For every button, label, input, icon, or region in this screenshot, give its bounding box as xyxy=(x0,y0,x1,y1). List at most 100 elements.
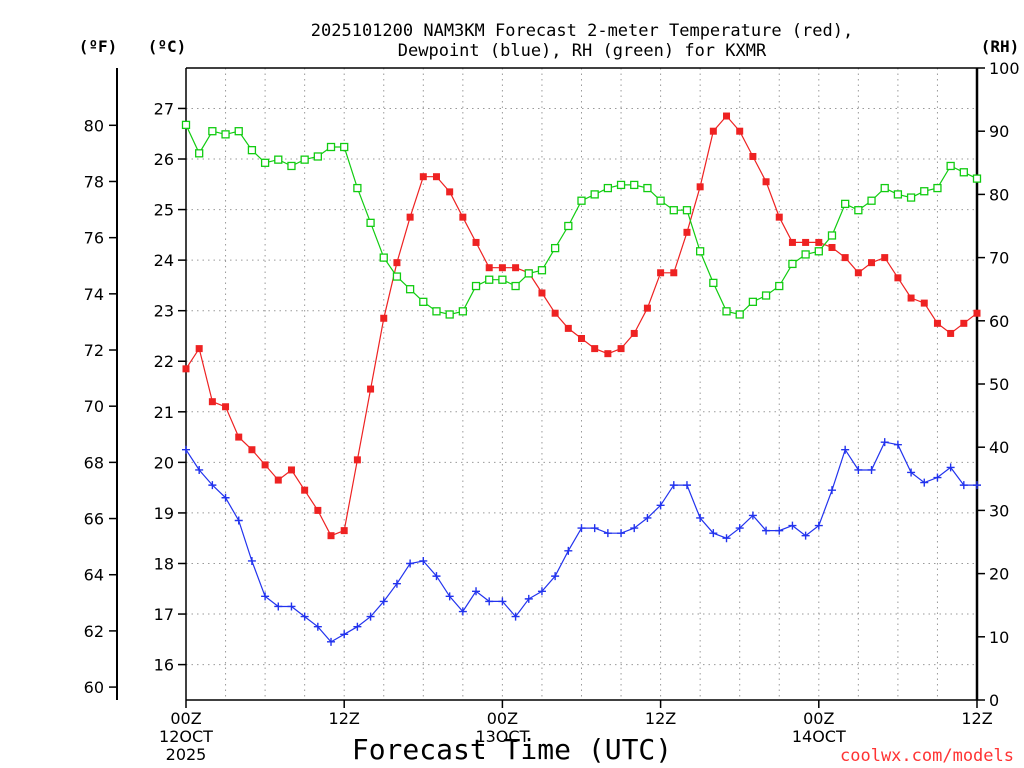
temperature-point xyxy=(498,264,506,272)
celsius-tick-label: 24 xyxy=(154,251,174,270)
rh-point xyxy=(313,152,322,161)
rh-point xyxy=(379,253,388,262)
dewpoint-point xyxy=(485,597,494,606)
chart-title-line2: Dewpoint (blue), RH (green) for KXMR xyxy=(398,41,767,61)
dewpoint-point xyxy=(472,587,481,596)
dewpoint-point xyxy=(827,486,836,495)
temperature-point xyxy=(222,403,230,411)
rh-point xyxy=(287,161,296,171)
dewpoint-point xyxy=(458,607,467,616)
rh-point xyxy=(788,259,797,269)
temperature-point xyxy=(419,173,427,181)
dewpoint-point xyxy=(617,529,626,538)
temperature-point xyxy=(894,274,902,282)
dewpoint-point xyxy=(946,463,955,472)
x-tick-label: 00Z xyxy=(170,709,201,728)
temperature-point xyxy=(485,264,493,272)
temperature-point xyxy=(340,527,348,535)
temperature-point xyxy=(208,398,216,406)
fahrenheit-tick-label: 70 xyxy=(84,397,104,416)
celsius-tick-label: 26 xyxy=(154,150,174,169)
x-tick-label: 00Z xyxy=(487,709,518,728)
celsius-tick-label: 17 xyxy=(154,605,174,624)
rh-tick-label: 20 xyxy=(989,565,1009,584)
rh-point xyxy=(353,183,362,193)
chart-title-line1: 2025101200 NAM3KM Forecast 2-meter Tempe… xyxy=(311,21,853,41)
dewpoint-point xyxy=(814,521,823,530)
dewpoint-point xyxy=(735,524,744,533)
rh-point xyxy=(722,307,731,316)
temperature-point xyxy=(933,319,941,327)
temperature-point xyxy=(314,506,322,514)
temperature-point xyxy=(973,309,981,317)
temperature-point xyxy=(248,446,256,454)
rh-tick-label: 100 xyxy=(989,59,1020,78)
rh-point xyxy=(392,272,402,281)
rh-point xyxy=(854,206,863,215)
dewpoint-point xyxy=(524,594,533,603)
temperature-point xyxy=(736,127,744,135)
dewpoint-point xyxy=(498,597,507,606)
rh-point xyxy=(274,155,283,164)
celsius-tick-label: 18 xyxy=(154,554,174,573)
dewpoint-point xyxy=(353,622,362,631)
dewpoint-point xyxy=(907,468,916,477)
temperature-point xyxy=(380,314,388,322)
temperature-point xyxy=(723,112,731,120)
temperature-point xyxy=(762,178,770,186)
rh-point xyxy=(696,247,705,256)
dewpoint-point xyxy=(551,572,560,581)
rh-point xyxy=(880,183,889,193)
x-tick-label: 00Z xyxy=(803,709,834,728)
temperature-point xyxy=(854,269,862,277)
dewpoint-point xyxy=(327,637,336,646)
rh-point xyxy=(564,221,573,231)
dewpoint-point xyxy=(300,612,309,621)
rh-point xyxy=(827,231,837,240)
temperature-point xyxy=(670,269,678,277)
temperature-point xyxy=(261,461,269,469)
temperature-point xyxy=(881,254,889,262)
dewpoint-point xyxy=(366,612,375,621)
temperature-point xyxy=(907,294,915,302)
temperature-point xyxy=(195,345,203,353)
rh-point xyxy=(432,307,441,316)
rh-tick-label: 40 xyxy=(989,438,1009,457)
rh-point xyxy=(603,183,613,193)
rh-point xyxy=(630,180,639,190)
rh-point xyxy=(524,269,533,278)
rh-point xyxy=(471,281,481,291)
rh-point xyxy=(234,127,243,136)
celsius-tick-label: 27 xyxy=(154,99,174,118)
dewpoint-point xyxy=(234,516,243,525)
rh-point xyxy=(643,183,652,193)
x-tick-label: 12Z xyxy=(645,709,676,728)
temperature-point xyxy=(459,213,467,221)
temperature-point xyxy=(775,213,783,221)
rh-point xyxy=(221,130,230,139)
rh-point xyxy=(801,250,810,259)
temperature-point xyxy=(327,532,335,540)
dewpoint-point xyxy=(406,559,415,568)
rh-tick-label: 50 xyxy=(989,375,1009,394)
fahrenheit-tick-label: 60 xyxy=(84,678,104,697)
rh-point xyxy=(195,149,204,158)
rh-point xyxy=(366,218,375,227)
x-axis-title: Forecast Time (UTC) xyxy=(352,733,672,766)
dewpoint-point xyxy=(182,445,190,454)
temperature-point xyxy=(696,183,704,191)
fahrenheit-tick-label: 72 xyxy=(84,341,104,360)
temperature-point xyxy=(564,324,572,332)
celsius-tick-label: 25 xyxy=(154,201,174,220)
dewpoint-point xyxy=(379,597,388,606)
fahrenheit-tick-label: 66 xyxy=(84,510,104,529)
rh-point xyxy=(419,297,428,306)
dewpoint-point xyxy=(709,529,718,538)
rh-point xyxy=(300,155,309,164)
dewpoint-point xyxy=(603,529,612,538)
x-tick-date-label: 14OCT xyxy=(792,727,846,746)
rh-point xyxy=(340,142,349,152)
dewpoint-point xyxy=(564,546,573,555)
axes xyxy=(109,67,985,708)
temperature-point xyxy=(393,259,401,267)
